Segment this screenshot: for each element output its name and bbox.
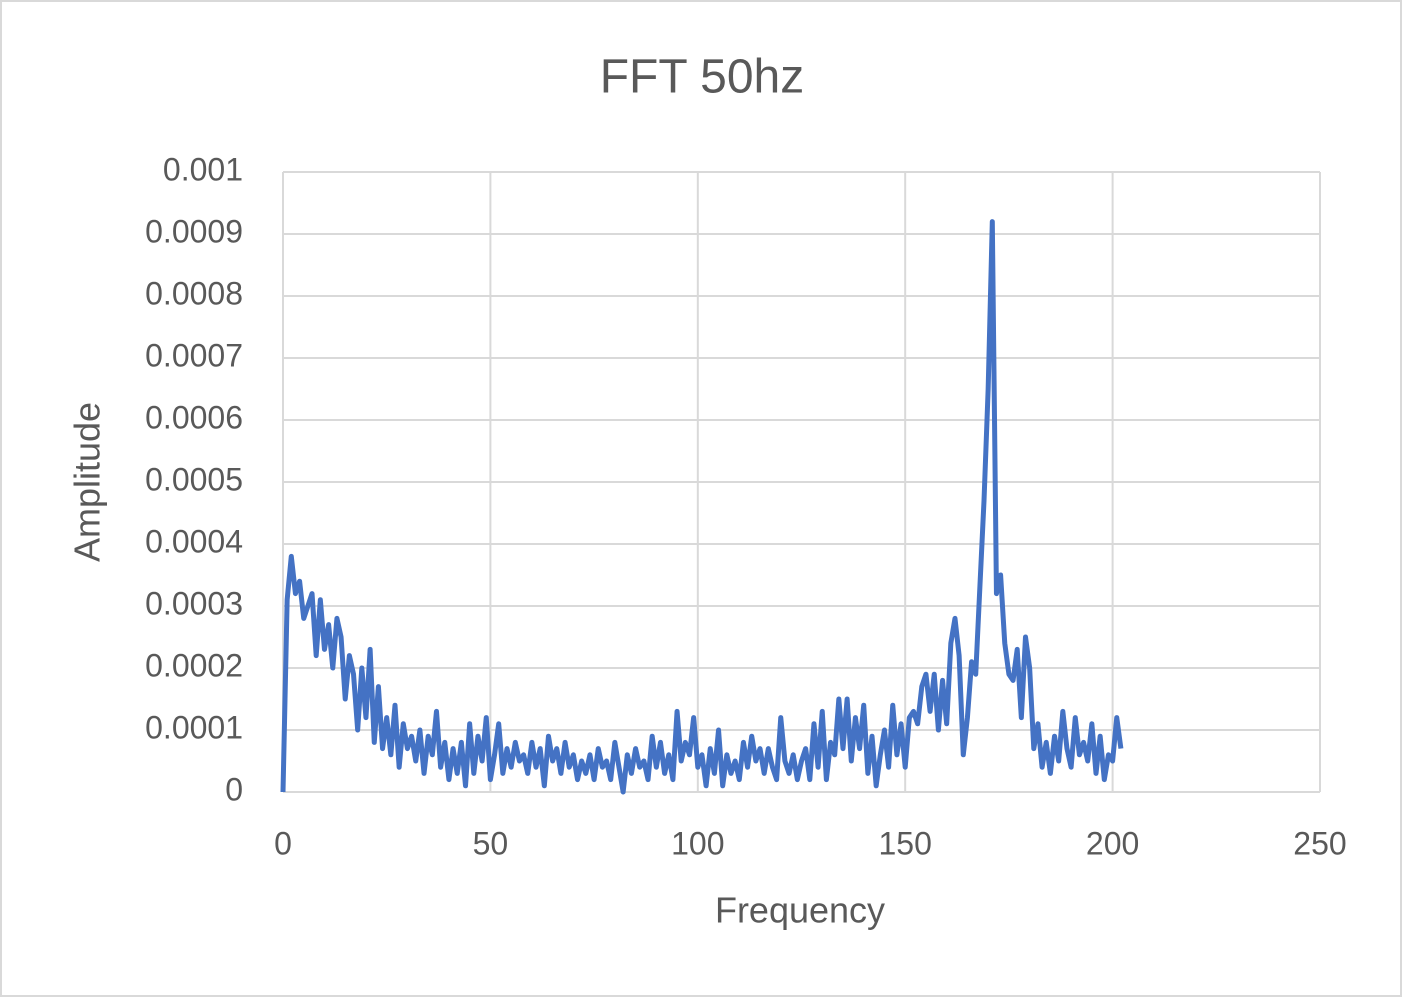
x-tick-label: 150 <box>879 825 932 861</box>
x-tick-label: 50 <box>473 825 509 861</box>
y-tick-label: 0.0005 <box>145 461 243 497</box>
x-tick-label: 200 <box>1086 825 1139 861</box>
y-tick-label: 0.0009 <box>145 213 243 249</box>
y-tick-label: 0.0001 <box>145 709 243 745</box>
x-tick-label: 100 <box>671 825 724 861</box>
y-tick-label: 0.0007 <box>145 337 243 373</box>
y-tick-label: 0.0002 <box>145 647 243 683</box>
x-tick-label: 250 <box>1293 825 1346 861</box>
chart-title: FFT 50hz <box>600 51 805 104</box>
y-tick-label: 0.0008 <box>145 275 243 311</box>
y-tick-label: 0.001 <box>163 151 243 187</box>
y-tick-label: 0.0003 <box>145 585 243 621</box>
y-tick-label: 0.0006 <box>145 399 243 435</box>
x-axis-title: Frequency <box>715 890 885 931</box>
x-tick-label: 0 <box>274 825 292 861</box>
data-line <box>280 219 1124 795</box>
y-tick-label: 0.0004 <box>145 523 243 559</box>
y-tick-label: 0 <box>225 771 243 807</box>
y-axis-title: Amplitude <box>67 402 108 562</box>
